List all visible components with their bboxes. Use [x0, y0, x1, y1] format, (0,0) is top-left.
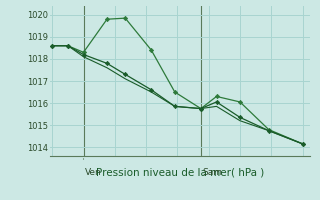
X-axis label: Pression niveau de la mer( hPa ): Pression niveau de la mer( hPa ) [96, 167, 264, 177]
Text: Sam: Sam [202, 168, 222, 177]
Text: Ven: Ven [85, 168, 101, 177]
